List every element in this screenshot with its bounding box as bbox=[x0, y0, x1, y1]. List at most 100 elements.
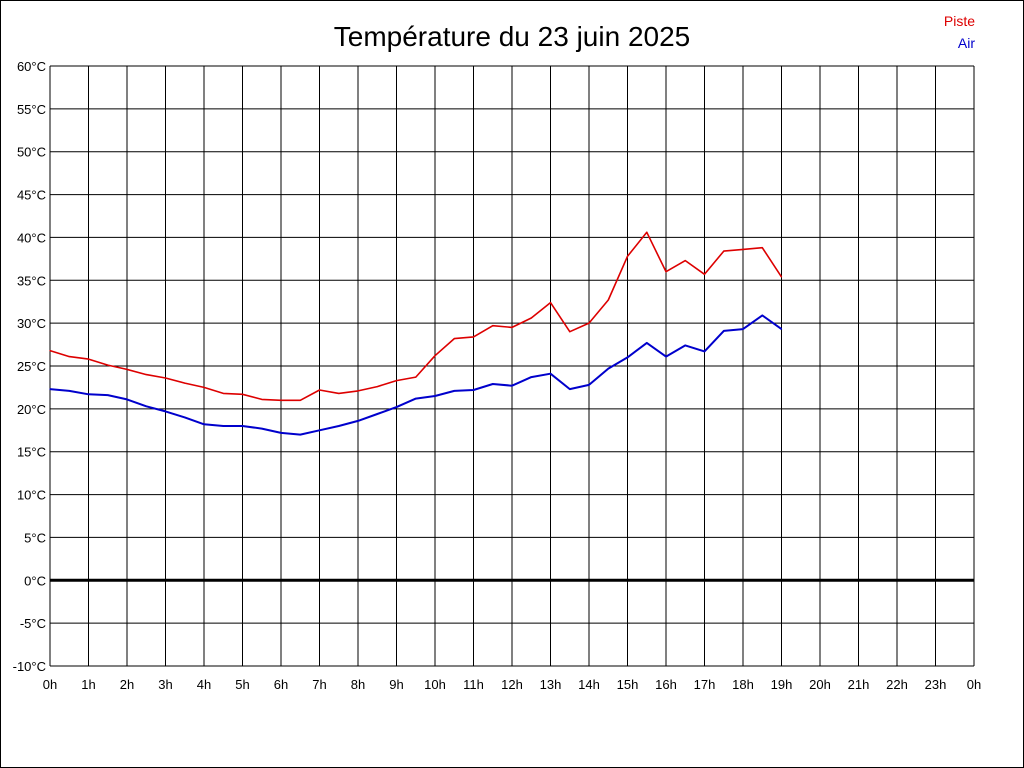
data-point-piste bbox=[761, 247, 763, 249]
legend-entry-air: Air bbox=[958, 35, 975, 51]
data-point-piste bbox=[338, 392, 340, 395]
data-point-air bbox=[492, 383, 494, 385]
data-point-air bbox=[453, 390, 455, 392]
data-point-piste bbox=[723, 250, 725, 252]
data-point-piste bbox=[184, 382, 186, 384]
data-point-piste bbox=[222, 392, 224, 395]
grid bbox=[49, 65, 975, 667]
x-tick-label: 2h bbox=[120, 677, 134, 692]
data-point-air bbox=[646, 342, 648, 344]
x-tick-label: 4h bbox=[197, 677, 211, 692]
x-tick-label: 10h bbox=[424, 677, 446, 692]
x-tick-label: 1h bbox=[81, 677, 95, 692]
data-point-air bbox=[395, 406, 398, 408]
data-point-piste bbox=[49, 349, 51, 352]
y-axis-ticks: 60°C 55°C 50°C 45°C 40°C 35°C 30°C 25°C 20°C 15°C… bbox=[13, 59, 46, 674]
data-point-air bbox=[376, 413, 378, 415]
data-point-piste bbox=[492, 325, 494, 327]
data-point-piste bbox=[107, 364, 109, 366]
data-point-piste bbox=[318, 389, 321, 391]
x-tick-label: 22h bbox=[886, 677, 908, 692]
x-tick-label: 23h bbox=[925, 677, 947, 692]
data-point-air bbox=[318, 429, 321, 431]
data-point-piste bbox=[511, 326, 513, 329]
data-point-piste bbox=[626, 255, 629, 257]
x-tick-label: 17h bbox=[694, 677, 716, 692]
data-point-piste bbox=[549, 301, 552, 304]
data-point-piste bbox=[684, 259, 686, 262]
y-tick-label: -5°C bbox=[20, 616, 46, 631]
y-tick-label: 20°C bbox=[17, 402, 46, 417]
data-point-air bbox=[184, 416, 186, 419]
data-point-piste bbox=[780, 276, 783, 278]
legend-entry-piste: Piste bbox=[944, 13, 975, 29]
data-point-air bbox=[49, 388, 51, 390]
x-tick-label: 0h bbox=[43, 677, 57, 692]
data-point-piste bbox=[646, 231, 648, 233]
data-point-air bbox=[723, 330, 725, 332]
x-tick-label: 0h bbox=[967, 677, 981, 692]
x-tick-label: 8h bbox=[351, 677, 365, 692]
x-tick-label: 11h bbox=[463, 677, 484, 692]
y-tick-label: 35°C bbox=[17, 273, 46, 288]
y-tick-label: 0°C bbox=[24, 573, 46, 588]
x-tick-label: 18h bbox=[732, 677, 754, 692]
data-point-piste bbox=[569, 331, 571, 333]
x-tick-label: 15h bbox=[617, 677, 639, 692]
data-point-air bbox=[742, 328, 744, 330]
data-point-piste bbox=[203, 386, 205, 389]
data-point-air bbox=[703, 350, 706, 353]
x-tick-label: 20h bbox=[809, 677, 831, 692]
data-point-piste bbox=[530, 317, 532, 319]
series-line-air bbox=[49, 314, 783, 436]
y-tick-label: 50°C bbox=[17, 145, 46, 160]
data-point-piste bbox=[472, 336, 475, 338]
data-point-air bbox=[684, 344, 686, 347]
data-point-piste bbox=[68, 355, 70, 358]
data-point-piste bbox=[607, 299, 609, 301]
y-tick-label: 10°C bbox=[17, 488, 46, 503]
data-point-air bbox=[299, 433, 301, 436]
data-point-piste bbox=[415, 376, 417, 378]
x-tick-label: 13h bbox=[540, 677, 562, 692]
data-point-piste bbox=[588, 322, 590, 324]
data-point-air bbox=[241, 425, 244, 427]
y-tick-label: -10°C bbox=[13, 659, 46, 674]
y-tick-label: 30°C bbox=[17, 316, 46, 331]
data-point-air bbox=[761, 314, 763, 317]
x-tick-label: 12h bbox=[501, 677, 523, 692]
series-lines bbox=[49, 231, 783, 436]
y-tick-label: 40°C bbox=[17, 230, 46, 245]
data-point-piste bbox=[164, 377, 167, 379]
data-point-piste bbox=[261, 398, 263, 401]
x-tick-label: 16h bbox=[655, 677, 677, 692]
y-tick-label: 5°C bbox=[24, 530, 46, 545]
data-point-air bbox=[549, 373, 552, 375]
data-point-air bbox=[780, 328, 783, 330]
x-tick-label: 7h bbox=[312, 677, 326, 692]
series-line-piste bbox=[49, 231, 783, 402]
data-point-piste bbox=[434, 355, 436, 357]
data-point-piste bbox=[280, 399, 282, 401]
data-point-air bbox=[357, 420, 359, 422]
data-point-air bbox=[588, 384, 590, 386]
data-point-air bbox=[280, 432, 282, 434]
data-point-piste bbox=[126, 368, 128, 371]
data-point-piste bbox=[145, 373, 147, 376]
data-point-air bbox=[626, 356, 629, 359]
data-point-piste bbox=[241, 393, 244, 395]
x-tick-label: 19h bbox=[771, 677, 793, 692]
x-tick-label: 3h bbox=[158, 677, 172, 692]
data-point-air bbox=[511, 385, 513, 387]
x-tick-label: 9h bbox=[389, 677, 403, 692]
legend: Piste Air bbox=[944, 13, 975, 51]
data-point-air bbox=[87, 393, 90, 395]
data-point-air bbox=[203, 423, 205, 425]
data-point-air bbox=[338, 425, 340, 427]
data-point-piste bbox=[357, 390, 359, 392]
data-point-air bbox=[415, 397, 417, 400]
x-axis-ticks: 0h 1h 2h 3h 4h 5h 6h 7h 8h 9h 10h 11h 12h 13h 14h 15h 16… bbox=[43, 677, 981, 692]
data-point-piste bbox=[742, 248, 744, 251]
y-tick-label: 25°C bbox=[17, 359, 46, 374]
y-tick-label: 60°C bbox=[17, 59, 46, 74]
